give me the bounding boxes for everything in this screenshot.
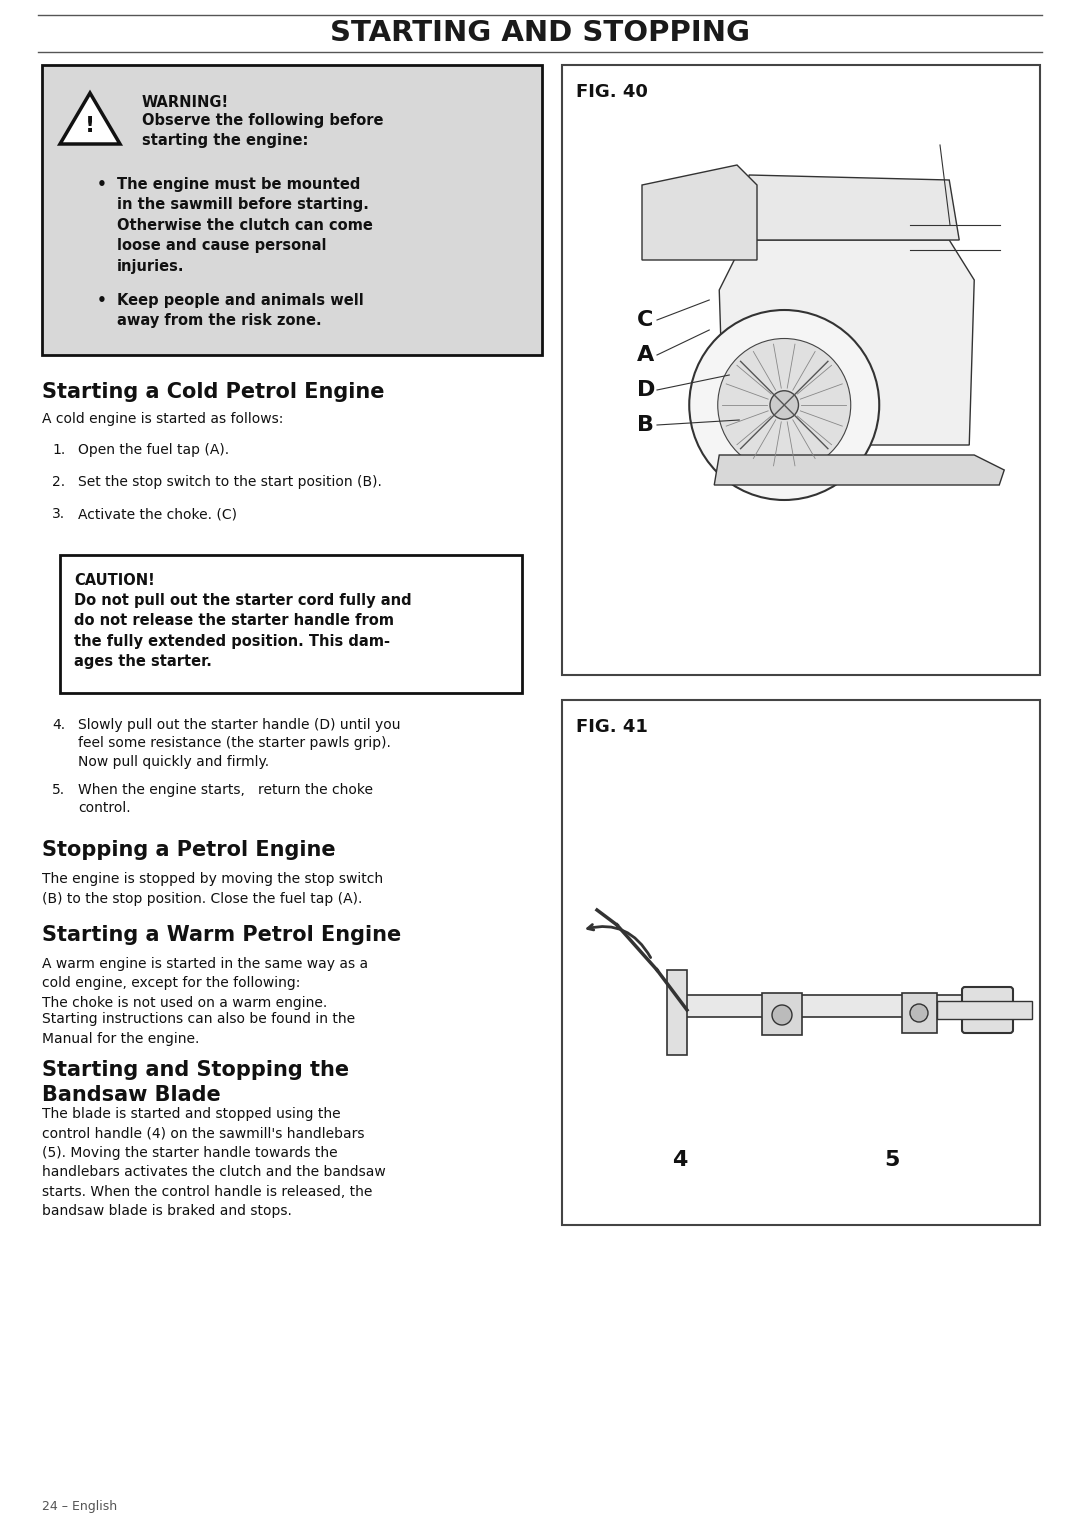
FancyBboxPatch shape (902, 993, 937, 1033)
Circle shape (772, 1005, 792, 1025)
Text: The engine must be mounted
in the sawmill before starting.
Otherwise the clutch : The engine must be mounted in the sawmil… (117, 177, 373, 274)
Text: Starting a Warm Petrol Engine: Starting a Warm Petrol Engine (42, 924, 402, 944)
Text: The engine is stopped by moving the stop switch
(B) to the stop position. Close : The engine is stopped by moving the stop… (42, 872, 383, 906)
Text: 2.: 2. (52, 475, 65, 489)
Text: WARNING!: WARNING! (141, 95, 229, 110)
FancyBboxPatch shape (762, 993, 802, 1034)
Text: A: A (637, 345, 654, 365)
Text: 3.: 3. (52, 507, 65, 521)
Text: •: • (97, 293, 107, 309)
FancyBboxPatch shape (562, 66, 1040, 675)
Text: B: B (637, 416, 654, 435)
Text: Do not pull out the starter cord fully and
do not release the starter handle fro: Do not pull out the starter cord fully a… (75, 593, 411, 669)
Circle shape (718, 339, 851, 472)
FancyBboxPatch shape (962, 987, 1013, 1033)
FancyBboxPatch shape (42, 66, 542, 354)
Text: Starting instructions can also be found in the
Manual for the engine.: Starting instructions can also be found … (42, 1012, 355, 1045)
Text: 5.: 5. (52, 782, 65, 798)
Circle shape (689, 310, 879, 500)
Text: Activate the choke. (C): Activate the choke. (C) (78, 507, 237, 521)
Text: The blade is started and stopped using the
control handle (4) on the sawmill's h: The blade is started and stopped using t… (42, 1106, 386, 1218)
Text: FIG. 40: FIG. 40 (576, 83, 648, 101)
Text: 4.: 4. (52, 718, 65, 732)
Circle shape (770, 391, 798, 419)
Text: •: • (97, 177, 107, 193)
Polygon shape (60, 93, 120, 144)
Polygon shape (719, 240, 974, 445)
FancyBboxPatch shape (562, 700, 1040, 1225)
Text: Stopping a Petrol Engine: Stopping a Petrol Engine (42, 840, 336, 860)
FancyBboxPatch shape (672, 995, 970, 1018)
FancyBboxPatch shape (937, 1001, 1032, 1019)
Text: 4: 4 (673, 1151, 688, 1170)
Text: A cold engine is started as follows:: A cold engine is started as follows: (42, 413, 283, 426)
Text: D: D (637, 380, 656, 400)
Text: Open the fuel tap (A).: Open the fuel tap (A). (78, 443, 229, 457)
Polygon shape (714, 455, 1004, 484)
Text: Starting a Cold Petrol Engine: Starting a Cold Petrol Engine (42, 382, 384, 402)
Text: 24 – English: 24 – English (42, 1500, 117, 1513)
Polygon shape (642, 165, 757, 260)
Text: Slowly pull out the starter handle (D) until you
feel some resistance (the start: Slowly pull out the starter handle (D) u… (78, 718, 401, 769)
Text: Set the stop switch to the start position (B).: Set the stop switch to the start positio… (78, 475, 382, 489)
Text: Starting and Stopping the
Bandsaw Blade: Starting and Stopping the Bandsaw Blade (42, 1060, 349, 1105)
Text: C: C (637, 310, 653, 330)
Circle shape (910, 1004, 928, 1022)
Text: CAUTION!: CAUTION! (75, 573, 154, 588)
Text: STARTING AND STOPPING: STARTING AND STOPPING (330, 18, 750, 47)
Polygon shape (729, 176, 959, 240)
Text: !: ! (85, 116, 95, 136)
Text: 1.: 1. (52, 443, 65, 457)
Text: Observe the following before
starting the engine:: Observe the following before starting th… (141, 113, 383, 148)
Text: When the engine starts,   return the choke
control.: When the engine starts, return the choke… (78, 782, 373, 816)
Text: Keep people and animals well
away from the risk zone.: Keep people and animals well away from t… (117, 293, 364, 329)
Polygon shape (667, 970, 687, 1054)
Text: A warm engine is started in the same way as a
cold engine, except for the follow: A warm engine is started in the same way… (42, 957, 368, 1010)
Text: FIG. 41: FIG. 41 (576, 718, 648, 736)
FancyBboxPatch shape (60, 555, 522, 694)
Text: 5: 5 (885, 1151, 900, 1170)
